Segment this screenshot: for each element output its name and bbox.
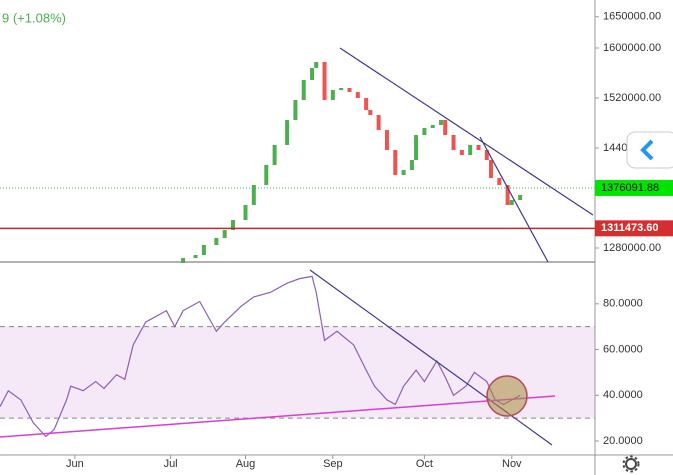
candle [393,150,398,175]
y-tick-label: 1600000.00 [603,42,661,54]
candle [181,258,186,263]
candle [339,88,344,90]
x-tick-label: Jul [164,458,178,470]
y-tick-label: 40.0000 [603,389,643,401]
price-tag-label: 1376091.88 [601,182,659,194]
x-tick-label: Oct [416,458,433,470]
candle [509,200,514,205]
candle [451,135,456,150]
candle [518,195,523,200]
candle [272,145,277,165]
candle [401,170,406,175]
candle [484,150,489,160]
x-tick-label: Sep [323,458,343,470]
x-tick-label: Nov [502,458,522,470]
candle [201,245,206,255]
candle [505,185,510,205]
y-tick-label: 1650000.00 [603,11,661,23]
candle [414,135,419,160]
price-tag [595,220,673,237]
y-tick-label: 20.0000 [603,435,643,447]
x-tick-label: Aug [236,458,256,470]
candle [222,230,227,238]
candle [422,128,427,135]
candle [355,92,360,98]
candle [488,160,493,178]
candle [310,68,315,80]
price-tag-label: 1311473.60 [601,222,659,234]
candle [214,238,219,245]
gear-icon[interactable] [625,458,637,470]
collapse-button[interactable] [626,131,673,169]
candle [468,145,473,155]
header-change: 9 (+1.08%) [2,10,66,25]
candle [443,120,448,135]
candle [322,62,327,100]
candle [293,100,298,120]
candle [439,120,444,125]
y-tick-label: 60.0000 [603,343,643,355]
candle [243,205,248,220]
rsi-line [0,275,521,438]
chevron-icon[interactable] [640,139,654,161]
trend-line [0,395,556,438]
y-tick-label: 1520000.00 [603,92,661,104]
candle [301,80,306,100]
candle [476,145,481,150]
candle [497,178,502,185]
candle [430,125,435,128]
highlight-circle [486,375,528,417]
y-tick-label: 1280000.00 [603,242,661,254]
candle [231,220,236,230]
candle [459,150,464,155]
candle [384,130,389,150]
candle [251,185,256,205]
candle [330,90,335,100]
button-bg[interactable] [626,131,673,169]
candle [364,98,369,110]
candle [376,115,381,130]
gear-teeth[interactable] [622,455,640,473]
price-tag [595,179,673,196]
candle [409,160,414,170]
x-tick-label: Jun [66,458,84,470]
trend-line [339,47,594,216]
candle [285,120,290,145]
settings-button[interactable] [622,455,640,473]
plot-layer: 1280000.001440000.001520000.001600000.00… [0,11,673,470]
candle [193,255,198,258]
candle [264,165,269,185]
trend-line [479,136,549,263]
candle [347,88,352,92]
y-tick-label: 80.0000 [603,298,643,310]
candle [314,62,319,68]
candle [368,110,373,115]
